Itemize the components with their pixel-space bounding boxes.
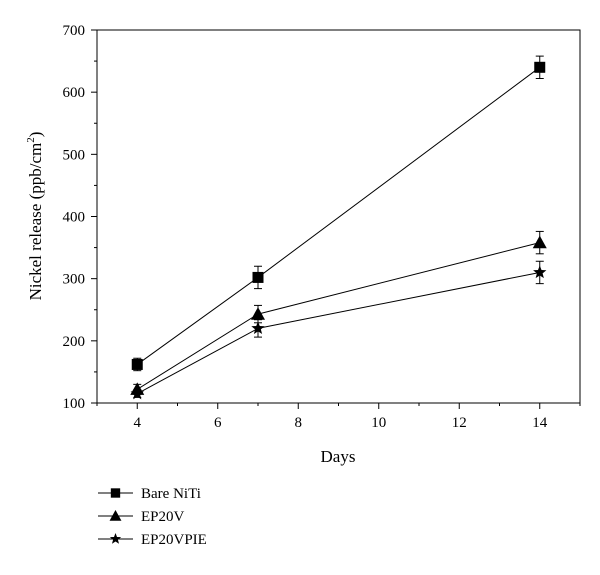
legend-marker-2	[109, 533, 122, 544]
x-tick-label-2: 8	[295, 415, 303, 431]
data-point-0-1	[252, 271, 264, 283]
data-point-1-1	[251, 307, 265, 320]
series-layer	[130, 55, 547, 400]
series-line-1	[136, 242, 540, 390]
series-line-2	[137, 271, 540, 395]
plot-frame	[96, 29, 581, 404]
data-point-1-2	[532, 235, 547, 249]
series-2	[130, 260, 547, 400]
y-axis-title-superscript: 2	[25, 137, 37, 143]
plot-axes	[96, 29, 581, 404]
legend-marker-0	[110, 488, 121, 498]
data-point-2-2	[533, 265, 547, 279]
data-point-0-2	[534, 61, 546, 73]
legend: Bare NiTi EP20V EP20VPIE	[98, 486, 207, 548]
legend-label-1: EP20V	[141, 509, 185, 525]
series-1	[130, 230, 547, 395]
legend-label-2: EP20VPIE	[141, 532, 207, 548]
legend-marker-1	[109, 510, 122, 521]
x-tick-label-1: 6	[214, 415, 222, 431]
data-point-2-0	[130, 386, 144, 400]
legend-item-1: EP20V	[98, 509, 185, 525]
series-0	[131, 55, 546, 372]
series-line-0	[136, 66, 541, 365]
y-axis-title-close: )	[26, 132, 45, 138]
y-tick-label-4: 500	[63, 147, 86, 163]
y-tick-label-5: 600	[63, 85, 86, 101]
x-tick-label-4: 12	[452, 415, 467, 431]
legend-label-0: Bare NiTi	[141, 486, 201, 502]
y-tick-label-6: 700	[63, 23, 86, 39]
y-axis-title-main: Nickel release (ppb/cm	[26, 143, 45, 301]
legend-item-0: Bare NiTi	[98, 486, 201, 502]
x-tick-label-5: 14	[532, 415, 548, 431]
data-point-2-1	[251, 321, 265, 335]
y-tick-label-1: 200	[63, 334, 86, 350]
y-tick-label-0: 100	[63, 396, 86, 412]
legend-item-2: EP20VPIE	[98, 532, 207, 548]
y-tick-label-2: 300	[63, 272, 86, 288]
x-axis-title: Days	[321, 447, 356, 466]
data-point-0-0	[131, 358, 143, 370]
y-tick-label-3: 400	[63, 210, 86, 226]
x-tick-label-3: 10	[371, 415, 386, 431]
x-tick-label-0: 4	[134, 415, 142, 431]
axis-ticks: 4 6 8 10 12 14 100 200 300 400 500 600 700	[63, 23, 581, 431]
y-axis-title: Nickel release (ppb/cm2)	[25, 132, 45, 301]
